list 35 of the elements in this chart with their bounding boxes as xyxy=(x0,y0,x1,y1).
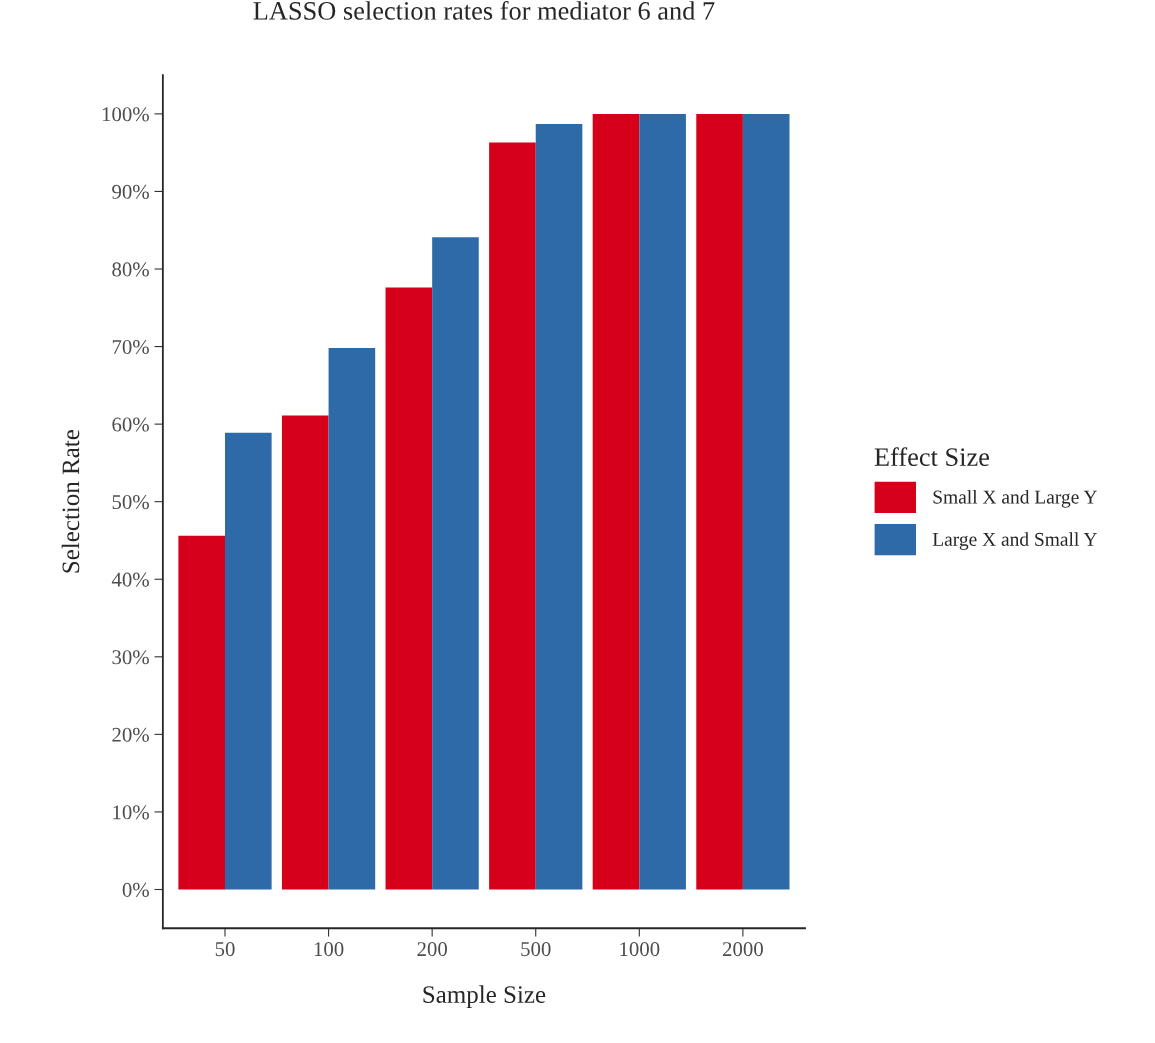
x-axis-title: Sample Size xyxy=(423,985,546,1009)
bar xyxy=(385,287,433,890)
bar xyxy=(639,113,686,890)
bar xyxy=(281,415,329,890)
bar xyxy=(328,348,376,890)
y-tick-label: 0% xyxy=(122,882,149,897)
bar xyxy=(742,113,790,890)
x-tick-label: 200 xyxy=(417,942,447,957)
bar xyxy=(225,432,272,890)
bar xyxy=(535,123,583,890)
bar xyxy=(489,142,536,890)
legend-label: Large X and Small Y xyxy=(932,532,1097,550)
y-tick-label: 40% xyxy=(111,572,149,587)
bar xyxy=(432,237,479,890)
y-tick-label: 20% xyxy=(112,727,149,742)
chart-title: LASSO selection rates for mediator 6 and 7 xyxy=(253,0,715,20)
legend-label: Small X and Large Y xyxy=(933,489,1097,508)
bar xyxy=(592,113,640,890)
y-tick-label: 70% xyxy=(112,339,149,355)
y-tick-label: 80% xyxy=(112,262,149,277)
x-tick-label: 100 xyxy=(314,942,344,957)
y-tick-label: 90% xyxy=(112,184,149,199)
y-tick-label: 100% xyxy=(102,107,149,122)
y-tick-label: 60% xyxy=(112,417,149,432)
bar xyxy=(178,535,225,890)
x-tick-label: 500 xyxy=(521,942,551,957)
y-tick-label: 10% xyxy=(113,805,149,820)
y-tick-label: 30% xyxy=(112,650,149,665)
x-tick-label: 2000 xyxy=(722,942,763,957)
x-tick-label: 1000 xyxy=(620,942,660,957)
y-tick-label: 50% xyxy=(112,495,149,510)
legend-title: Effect Size xyxy=(874,447,990,466)
y-axis-title: Selection Rate xyxy=(61,430,80,573)
bar xyxy=(696,113,743,890)
x-tick-label: 50 xyxy=(215,942,235,957)
